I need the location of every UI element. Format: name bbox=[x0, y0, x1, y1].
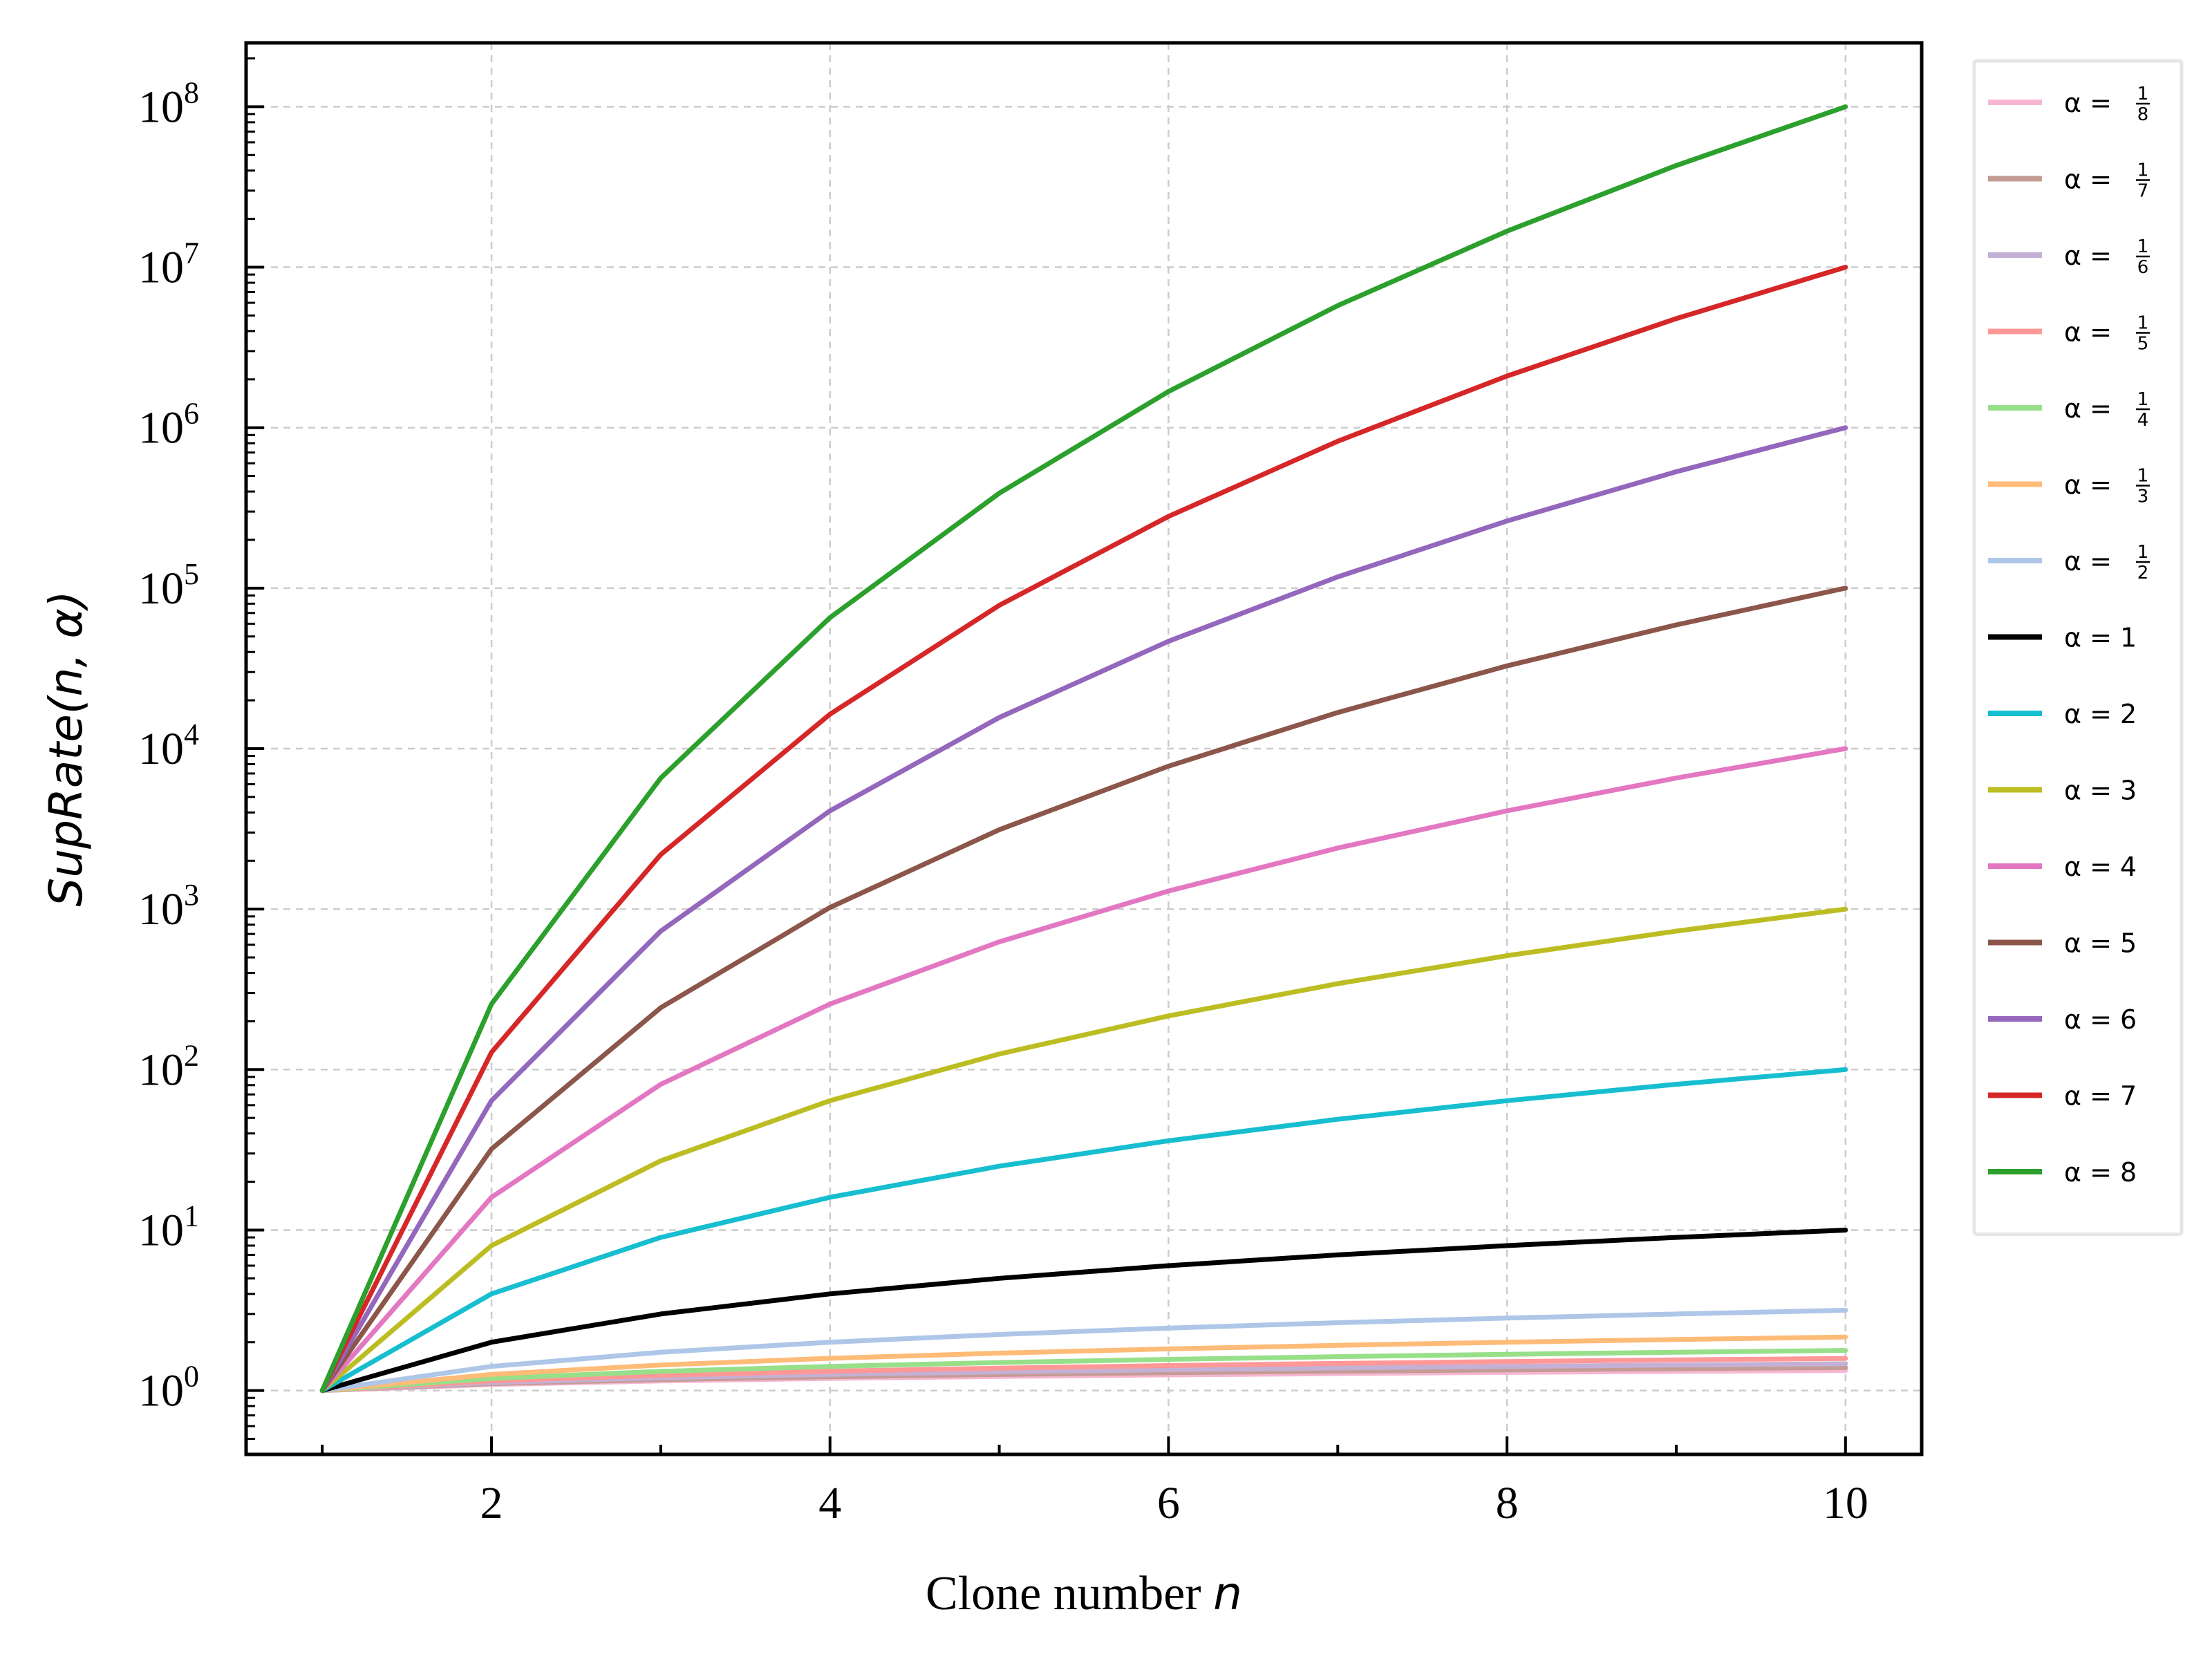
legend-frac-numerator: 1 bbox=[2137, 389, 2149, 410]
series-line bbox=[319, 585, 1848, 1394]
legend-label: α = 1 bbox=[2064, 623, 2137, 653]
legend-frac-numerator: 1 bbox=[2137, 84, 2149, 104]
series-line bbox=[319, 104, 1848, 1394]
series-line bbox=[319, 1228, 1848, 1394]
legend-frac-denominator: 8 bbox=[2137, 104, 2149, 125]
x-tick-label: 4 bbox=[818, 1478, 841, 1528]
legend-label: α = 8 bbox=[2064, 1157, 2137, 1188]
legend-label: α = 7 bbox=[2064, 1081, 2137, 1112]
legend-frac-denominator: 5 bbox=[2137, 334, 2149, 355]
series-line bbox=[319, 425, 1848, 1394]
y-tick-label: 105 bbox=[138, 557, 199, 614]
x-tick-label: 8 bbox=[1496, 1478, 1519, 1528]
legend-label: α = 6 bbox=[2064, 1004, 2137, 1035]
series-lines bbox=[319, 104, 1848, 1394]
axis-ticks bbox=[246, 57, 1847, 1456]
series-line bbox=[319, 906, 1848, 1394]
legend-label: α = bbox=[2064, 88, 2112, 118]
legend-frac-numerator: 1 bbox=[2137, 313, 2149, 334]
legend-frac-denominator: 7 bbox=[2137, 181, 2149, 202]
legend-label: α = 5 bbox=[2064, 928, 2137, 959]
series-line bbox=[319, 1348, 1848, 1394]
legend-label: α = bbox=[2064, 470, 2112, 500]
y-tick-label: 107 bbox=[138, 236, 199, 293]
x-axis-title: Clone number n bbox=[926, 1567, 1242, 1620]
series-line bbox=[319, 1067, 1848, 1394]
legend-frac-denominator: 3 bbox=[2137, 487, 2149, 507]
y-tick-label: 103 bbox=[138, 878, 199, 935]
legend-frac-numerator: 1 bbox=[2137, 542, 2149, 563]
legend-label: α = 2 bbox=[2064, 699, 2137, 729]
y-tick-label: 101 bbox=[138, 1199, 199, 1255]
legend-label: α = bbox=[2064, 546, 2112, 577]
legend-label: α = 3 bbox=[2064, 776, 2137, 806]
grid-lines bbox=[246, 43, 1922, 1454]
series-line bbox=[319, 265, 1848, 1394]
legend-frac-denominator: 2 bbox=[2137, 563, 2149, 583]
x-tick-label: 6 bbox=[1157, 1478, 1180, 1528]
series-line bbox=[319, 746, 1848, 1394]
series-line bbox=[319, 1356, 1848, 1394]
legend-label: α = bbox=[2064, 241, 2112, 271]
y-tick-label: 108 bbox=[138, 75, 199, 132]
legend-label: α = 4 bbox=[2064, 852, 2137, 882]
legend: α = 18α = 17α = 16α = 15α = 14α = 13α = 12α = 1… bbox=[1972, 59, 2184, 1236]
y-tick-label: 104 bbox=[138, 718, 199, 774]
y-axis-tick-labels: 100 101 102 103 104 105 106 107 108 bbox=[138, 75, 199, 1416]
legend-label: α = bbox=[2064, 393, 2112, 424]
x-tick-label: 10 bbox=[1823, 1478, 1868, 1528]
legend-label: α = bbox=[2064, 317, 2112, 348]
y-tick-label: 100 bbox=[138, 1360, 199, 1416]
x-axis-tick-labels: 2 4 6 8 10 bbox=[480, 1478, 1868, 1528]
y-tick-label: 102 bbox=[138, 1038, 199, 1095]
legend-frac-denominator: 6 bbox=[2137, 257, 2149, 278]
legend-label: α = bbox=[2064, 165, 2112, 195]
x-tick-label: 2 bbox=[480, 1478, 503, 1528]
y-axis-title: SupRate(n, α) bbox=[39, 590, 93, 906]
legend-frac-numerator: 1 bbox=[2137, 160, 2149, 181]
series-line bbox=[319, 1308, 1848, 1394]
legend-frac-denominator: 4 bbox=[2137, 410, 2149, 431]
legend-frac-numerator: 1 bbox=[2137, 466, 2149, 487]
y-tick-label: 106 bbox=[138, 397, 199, 453]
series-line bbox=[319, 1334, 1848, 1394]
legend-frac-numerator: 1 bbox=[2137, 236, 2149, 257]
